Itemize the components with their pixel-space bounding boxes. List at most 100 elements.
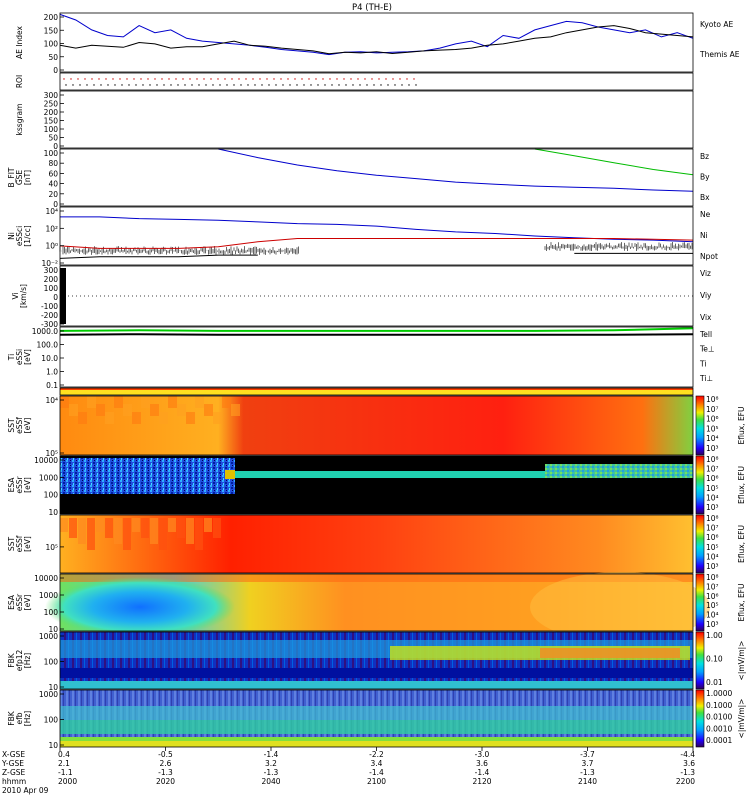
roi-dot — [128, 84, 129, 85]
heatmap-noise — [60, 458, 235, 494]
roi-dot — [324, 84, 325, 85]
roi-dot — [163, 84, 164, 85]
xtick-xgse: -3.0 — [475, 750, 490, 759]
heatmap-cell — [204, 404, 213, 416]
ytick-label: 0.1 — [46, 381, 58, 390]
colorbar-tick: 0.0100 — [706, 713, 732, 722]
colorbar-tick: 10³ — [706, 562, 719, 571]
roi-dot — [196, 78, 197, 79]
colorbar — [696, 574, 704, 631]
roi-dot — [266, 78, 267, 79]
colorbar-label: Eflux, EFU — [737, 525, 746, 563]
roi-dot — [371, 78, 372, 79]
heatmap-cell — [123, 518, 131, 550]
colorbar-label: <|mV/m|> — [737, 699, 746, 739]
panel-frame — [60, 13, 693, 72]
legend-entry: Bx — [700, 193, 710, 202]
heatmap-cell — [114, 396, 123, 408]
ytick-label: 80 — [48, 159, 58, 168]
xtick-zgse: -1.4 — [369, 768, 384, 777]
ylabel: [Hz] — [23, 711, 32, 727]
roi-dot — [147, 78, 148, 79]
roi-dot — [77, 78, 78, 79]
colorbar-tick: 10⁶ — [706, 415, 719, 424]
ytick-label: 0 — [53, 293, 58, 302]
xtick-ygse: 3.4 — [371, 759, 383, 768]
ytick-label: 50 — [48, 53, 58, 62]
roi-dot — [133, 78, 134, 79]
heatmap-cell — [141, 518, 149, 538]
xaxis-row-label: Y-GSE — [1, 759, 24, 768]
xtick-ygse: 3.2 — [265, 759, 277, 768]
roi-dot — [329, 78, 330, 79]
xtick-ygse: 2.1 — [58, 759, 70, 768]
colorbar-tick: 1.0000 — [706, 689, 732, 698]
ylabel: [eV] — [23, 595, 32, 611]
xtick-zgse: -1.3 — [264, 768, 279, 777]
roi-dot — [70, 78, 71, 79]
colorbar — [696, 396, 704, 455]
roi-dot — [259, 78, 260, 79]
roi-dot — [331, 84, 332, 85]
panel-frame — [60, 91, 693, 148]
legend-entry: By — [700, 173, 710, 182]
roi-dot — [107, 84, 108, 85]
roi-dot — [401, 84, 402, 85]
colorbar — [696, 456, 704, 514]
heatmap-cell — [123, 404, 132, 416]
xtick-time: 2000 — [58, 777, 77, 786]
colorbar-tick: 10⁴ — [706, 611, 719, 620]
heatmap-cell — [213, 412, 222, 424]
roi-dot — [394, 84, 395, 85]
roi-dot — [121, 84, 122, 85]
heatmap-band — [60, 741, 693, 747]
legend-entry: Themis AE — [699, 50, 740, 59]
ytick-label: 1000 — [39, 591, 58, 600]
heatmap-band — [60, 668, 693, 678]
legend-entry: Viy — [700, 291, 712, 300]
series-line-1 — [60, 334, 693, 335]
xtick-ygse: 2.6 — [160, 759, 172, 768]
heatmap-blob-late — [530, 572, 710, 642]
ytick-label: 10⁴ — [45, 396, 58, 405]
heatmap-cell — [78, 412, 87, 424]
heatmap-cell — [87, 518, 95, 550]
roi-dot — [98, 78, 99, 79]
heatmap-cell — [69, 404, 78, 416]
colorbar-tick: 0.1000 — [706, 701, 732, 710]
roi-dot — [408, 84, 409, 85]
roi-dot — [338, 84, 339, 85]
colorbar-tick: 0.0010 — [706, 724, 732, 733]
panel-1: ROI — [15, 73, 693, 90]
ytick-label: 10000 — [34, 574, 58, 583]
heatmap-cell — [132, 412, 141, 424]
roi-dot — [177, 84, 178, 85]
series-line-2 — [60, 253, 693, 258]
colorbar-tick: 10⁷ — [706, 582, 719, 591]
roi-dot — [280, 78, 281, 79]
ytick-label: 100 — [44, 491, 59, 500]
heatmap-cell — [177, 518, 185, 538]
roi-dot — [182, 78, 183, 79]
ytick-label: 100 — [44, 658, 59, 667]
roi-dot — [317, 84, 318, 85]
heatmap-cell — [87, 396, 96, 408]
xtick-zgse: -1.3 — [158, 768, 173, 777]
xtick-xgse: -1.4 — [264, 750, 279, 759]
roi-dot — [219, 84, 220, 85]
xtick-xgse: -3.7 — [580, 750, 595, 759]
colorbar-tick: 10⁴ — [706, 493, 719, 502]
colorbar-tick: 10⁸ — [706, 395, 719, 404]
roi-dot — [224, 78, 225, 79]
roi-dot — [156, 84, 157, 85]
colorbar-tick: 10⁵ — [706, 601, 719, 610]
xtick-ygse: 3.7 — [582, 759, 594, 768]
roi-dot — [275, 84, 276, 85]
ytick-label: 150 — [44, 117, 59, 126]
roi-dot — [233, 84, 234, 85]
xtick-xgse: -2.2 — [369, 750, 384, 759]
ytick-label: 10.0 — [41, 354, 58, 363]
xtick-time: 2140 — [578, 777, 597, 786]
roi-dot — [112, 78, 113, 79]
colorbar-label: <|mV/m|> — [737, 641, 746, 681]
